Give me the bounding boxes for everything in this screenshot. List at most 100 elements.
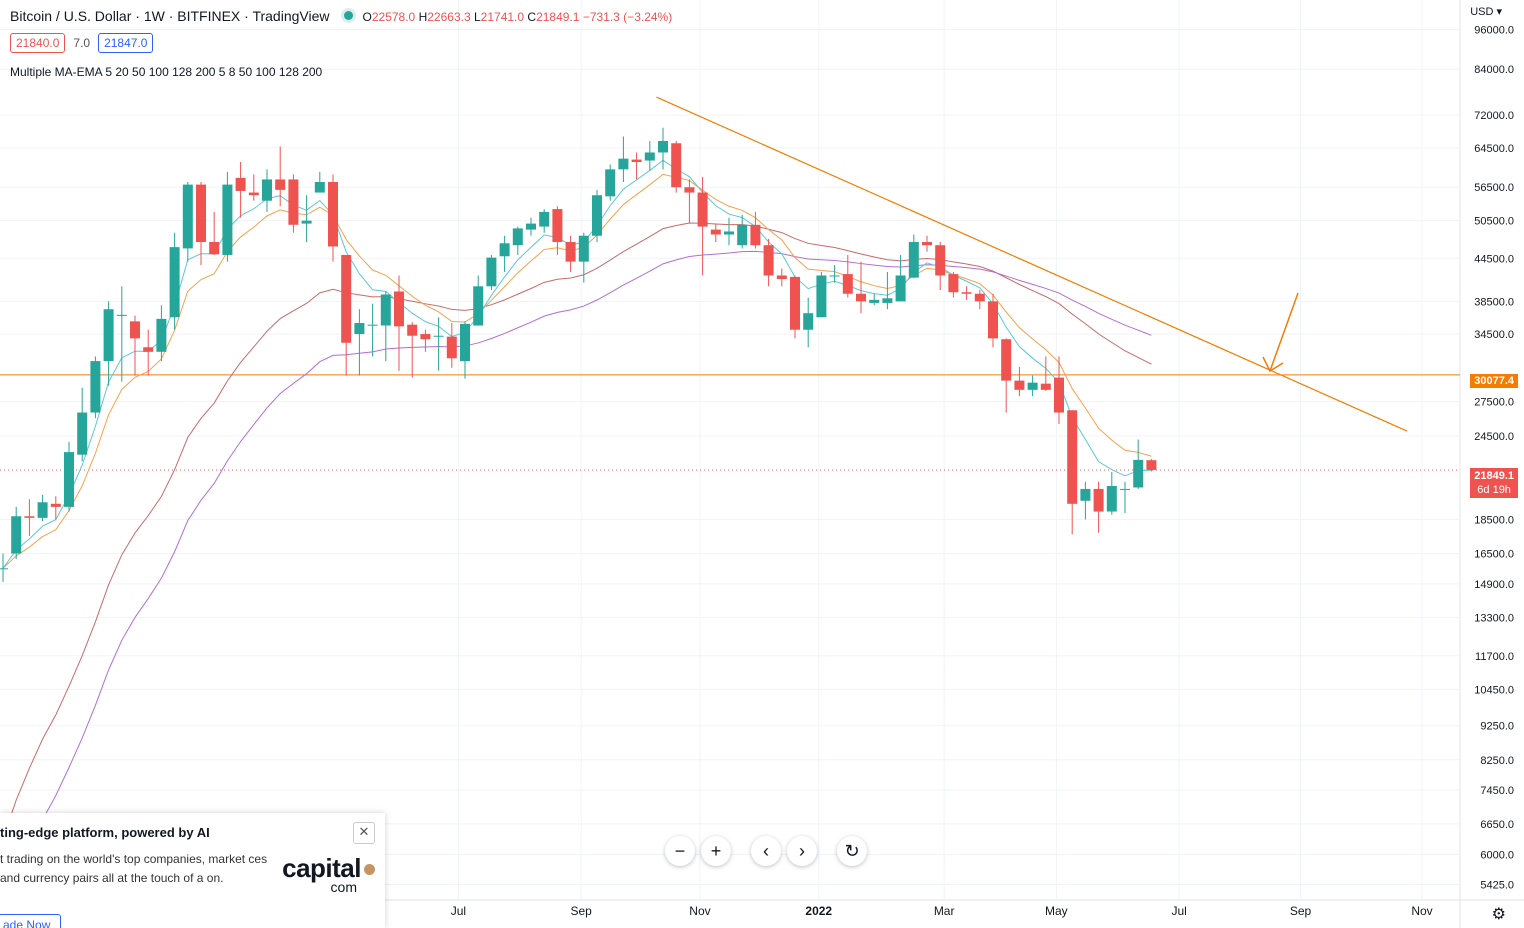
x-tick-label: Jul — [1171, 904, 1186, 918]
y-tick-label: 38500.0 — [1474, 296, 1514, 308]
candle-up — [908, 242, 919, 278]
candle-down — [1014, 380, 1025, 390]
y-tick-label: 5425.0 — [1480, 880, 1514, 892]
candle-down — [24, 516, 35, 518]
arrow-head-icon — [1262, 356, 1284, 373]
candle-up — [354, 323, 365, 335]
currency-selector[interactable]: USD ▾ — [1470, 6, 1502, 18]
candle-down — [948, 274, 959, 293]
y-tick-label: 84000.0 — [1474, 64, 1514, 76]
candle-down — [248, 192, 259, 196]
symbol-title[interactable]: Bitcoin / U.S. Dollar · 1W · BITFINEX · … — [10, 8, 330, 24]
candle-down — [394, 291, 404, 327]
scroll-right-button[interactable]: › — [787, 836, 817, 866]
candle-down — [130, 321, 140, 339]
candle-down — [1146, 460, 1157, 470]
candle-down — [776, 275, 787, 280]
chart-navigation: − + ‹ › ↻ — [665, 836, 867, 866]
x-tick-label: Nov — [689, 904, 710, 918]
candle-down — [763, 245, 774, 276]
candle-up — [169, 247, 180, 318]
candle-up — [486, 257, 497, 287]
candle-down — [750, 224, 761, 246]
candle-up — [1133, 459, 1144, 488]
candle-up — [301, 220, 312, 224]
candle-up — [1120, 488, 1130, 490]
candle-down — [922, 242, 932, 246]
x-tick-label: Sep — [1290, 904, 1312, 918]
candle-up — [803, 313, 814, 330]
candle-up — [869, 299, 880, 303]
zoom-out-button[interactable]: − — [665, 836, 695, 866]
candle-down — [275, 179, 286, 190]
candle-down — [684, 187, 695, 193]
annotation-arrow — [1269, 292, 1299, 372]
candle-up — [895, 275, 906, 302]
candle-down — [565, 242, 576, 262]
x-tick-label: May — [1045, 904, 1068, 918]
x-tick-label: Jul — [451, 904, 466, 918]
y-tick-label: 27500.0 — [1474, 397, 1514, 409]
scroll-left-button[interactable]: ‹ — [751, 836, 781, 866]
ma-50-line — [2, 222, 1152, 840]
candle-up — [116, 314, 127, 316]
y-tick-label: 34500.0 — [1474, 329, 1514, 341]
y-tick-label: 50500.0 — [1474, 216, 1514, 228]
advertisement-panel: ting-edge platform, powered by AI t trad… — [0, 813, 385, 928]
candle-down — [1054, 377, 1064, 413]
candle-up — [64, 452, 74, 507]
y-tick-label: 11700.0 — [1475, 651, 1514, 663]
y-tick-label: 9250.0 — [1480, 721, 1514, 733]
indicator-label[interactable]: Multiple MA-EMA 5 20 50 100 128 200 5 8 … — [10, 65, 323, 79]
resistance-price-tag: 30077.4 — [1470, 374, 1518, 388]
candle-up — [473, 286, 484, 326]
candle-up — [11, 516, 22, 554]
candle-down — [671, 143, 682, 188]
candle-up — [314, 182, 325, 193]
candle-down — [1093, 488, 1104, 512]
ask-button[interactable]: 21847.0 — [98, 33, 154, 53]
y-tick-label: 24500.0 — [1474, 431, 1514, 443]
candle-up — [644, 152, 655, 161]
candle-up — [816, 275, 827, 318]
candle-up — [367, 324, 378, 326]
candle-down — [697, 192, 708, 227]
candle-down — [420, 334, 431, 340]
candle-up — [0, 568, 8, 570]
y-tick-label: 6000.0 — [1480, 850, 1514, 862]
last-price-tag: 21849.1 6d 19h — [1470, 468, 1518, 498]
last-price-value: 21849.1 — [1474, 470, 1514, 482]
candle-up — [592, 195, 602, 236]
candle-down — [209, 242, 220, 255]
y-tick-label: 13300.0 — [1474, 613, 1514, 625]
y-tick-label: 96000.0 — [1474, 24, 1514, 36]
x-tick-label: Sep — [570, 904, 592, 918]
candle-up — [433, 335, 444, 337]
candle-up — [737, 224, 748, 246]
y-tick-label: 16500.0 — [1474, 549, 1514, 561]
bid-button[interactable]: 21840.0 — [10, 33, 66, 53]
gear-icon[interactable]: ⚙ — [1491, 906, 1506, 923]
ema-5-line — [2, 159, 1152, 569]
candle-down — [446, 336, 457, 359]
ohlc-values: O22578.0 H22663.3 L21741.0 C21849.1 −731… — [362, 10, 673, 24]
y-tick-label: 8250.0 — [1480, 755, 1514, 767]
y-tick-label: 56500.0 — [1474, 182, 1514, 194]
zoom-in-button[interactable]: + — [701, 836, 731, 866]
candle-down — [935, 245, 946, 276]
ad-title: ting-edge platform, powered by AI — [0, 825, 210, 840]
y-tick-label: 6650.0 — [1480, 819, 1514, 831]
capital-logo[interactable]: capital — [282, 853, 375, 884]
candle-up — [499, 243, 510, 257]
close-icon[interactable]: ✕ — [353, 822, 375, 844]
trade-now-button[interactable]: ade Now — [0, 914, 62, 928]
logo-dot-icon — [364, 864, 375, 875]
market-status-icon — [343, 11, 353, 20]
candle-up — [380, 294, 391, 326]
bar-countdown: 6d 19h — [1477, 484, 1511, 496]
candle-down — [143, 347, 154, 352]
candle-down — [328, 182, 338, 247]
reset-chart-button[interactable]: ↻ — [837, 836, 867, 866]
candle-up — [829, 275, 840, 277]
